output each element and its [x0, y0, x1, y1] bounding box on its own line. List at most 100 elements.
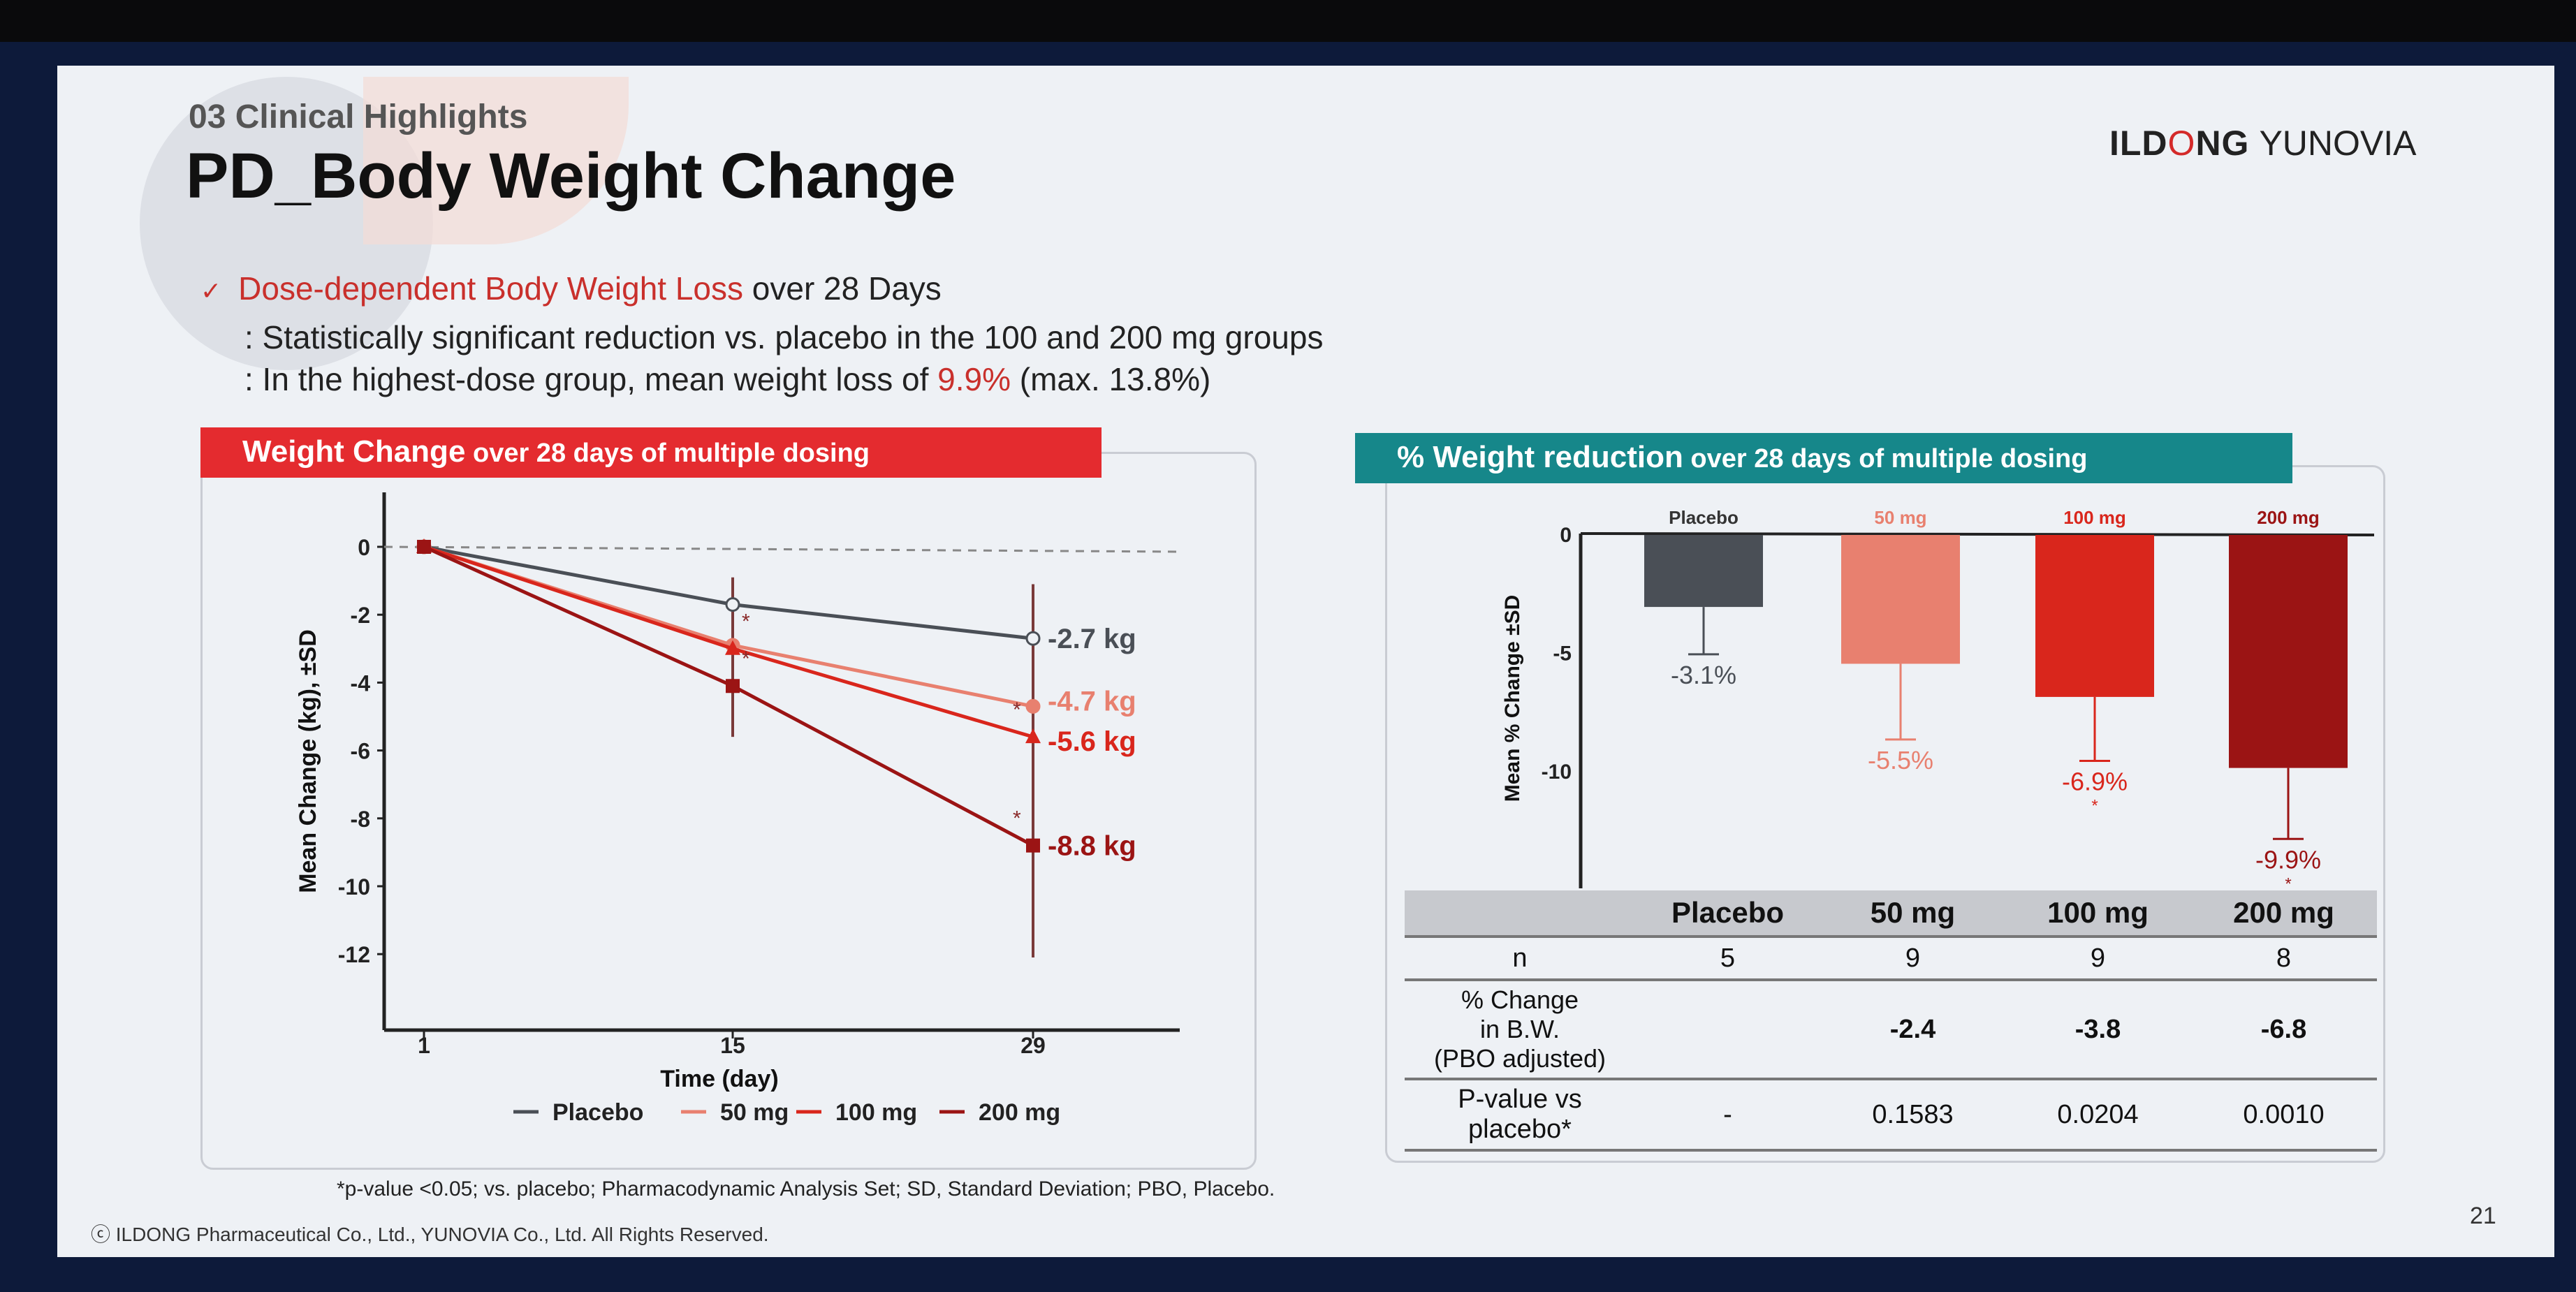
- category-label: 200 mg: [2257, 507, 2320, 528]
- significance-mark: *: [1013, 807, 1021, 830]
- significance-mark: *: [742, 647, 750, 670]
- legend-label: 200 mg: [979, 1099, 1060, 1126]
- banner-subtitle: over 28 days of multiple dosing: [1683, 444, 2088, 474]
- x-tick-label: 15: [720, 1033, 745, 1058]
- table-cell: 8: [2276, 943, 2292, 973]
- y-tick-label: -2: [351, 603, 370, 628]
- table-cell: 9: [1905, 943, 1921, 973]
- y-tick-label: -12: [338, 942, 370, 967]
- legend-label: 50 mg: [720, 1099, 789, 1126]
- table-row: % Change in B.W. (PBO adjusted) -2.4 -3.…: [1405, 981, 2377, 1080]
- data-point: [1025, 631, 1041, 646]
- data-point: [1025, 728, 1041, 744]
- end-value-label: -5.6 kg: [1048, 726, 1136, 757]
- row-label: % Change in B.W. (PBO adjusted): [1433, 985, 1607, 1073]
- footnote: *p-value <0.05; vs. placebo; Pharmacodyn…: [337, 1177, 1275, 1201]
- bullet-sub-1: : Statistically significant reduction vs…: [244, 319, 1324, 355]
- bullet-text: over 28 Days: [743, 270, 942, 307]
- zero-reference-line: [383, 545, 1180, 553]
- table-cell: -: [1723, 1099, 1732, 1129]
- category-label: Placebo: [1669, 507, 1739, 528]
- right-chart-banner: % Weight reduction over 28 days of multi…: [1355, 433, 2292, 483]
- end-value-label: -8.8 kg: [1048, 831, 1136, 862]
- x-tick-label: 1: [418, 1033, 430, 1058]
- y-axis-title: Mean % Change ±SD: [1501, 595, 1524, 802]
- table-header: 50 mg: [1870, 896, 1956, 929]
- data-point: [726, 679, 740, 693]
- banner-title: Weight Change: [242, 434, 466, 469]
- bar-value-label: -5.5%: [1868, 746, 1933, 775]
- bar-50-mg: [1841, 535, 1960, 664]
- table-cell: -3.8: [2074, 1014, 2121, 1044]
- data-point: [417, 540, 431, 554]
- data-point: [725, 640, 740, 655]
- table-cell: 0.1583: [1872, 1099, 1954, 1129]
- y-tick-label: -10: [1542, 761, 1572, 784]
- bar-value-label: -9.9%: [2255, 845, 2321, 874]
- bar-200-mg: [2229, 535, 2348, 768]
- section-label: 03 Clinical Highlights: [189, 98, 528, 135]
- legend-label: 100 mg: [835, 1099, 917, 1126]
- bullet-highlight: 9.9%: [937, 361, 1011, 397]
- row-label: n: [1512, 943, 1528, 973]
- results-table: Placebo 50 mg 100 mg 200 mg n 5 9 9 8 % …: [1405, 890, 2377, 1152]
- significance-mark: *: [2285, 874, 2291, 893]
- end-value-label: -2.7 kg: [1048, 624, 1136, 654]
- legend-label: Placebo: [552, 1099, 643, 1126]
- page-number: 21: [2470, 1203, 2496, 1229]
- y-tick-label: -5: [1553, 643, 1572, 666]
- bullet-main: ✓ Dose-dependent Body Weight Loss over 28…: [200, 270, 942, 307]
- category-label: 100 mg: [2063, 507, 2126, 528]
- bullet-sub-2: : In the highest-dose group, mean weight…: [244, 360, 1210, 398]
- bar-placebo: [1644, 535, 1763, 608]
- y-tick-label: 0: [1560, 524, 1572, 547]
- company-logo: ILDONG YUNOVIA: [2109, 124, 2417, 163]
- x-axis-title: Time (day): [660, 1066, 778, 1092]
- y-tick-label: 0: [358, 535, 370, 560]
- significance-mark: *: [1013, 698, 1021, 721]
- y-tick-label: -6: [351, 739, 370, 764]
- significance-mark: *: [742, 610, 750, 633]
- series-line-placebo: [423, 545, 1034, 640]
- banner-subtitle: over 28 days of multiple dosing: [465, 439, 870, 468]
- bar-value-label: -3.1%: [1671, 661, 1736, 689]
- table-header: 200 mg: [2233, 896, 2334, 929]
- table-header: 100 mg: [2047, 896, 2149, 929]
- screen-top-band: [0, 0, 2576, 42]
- row-label: P-value vs placebo*: [1458, 1085, 1582, 1144]
- table-cell: 9: [2090, 943, 2106, 973]
- significance-mark: *: [2091, 796, 2098, 815]
- copyright: ⓒ ILDONG Pharmaceutical Co., Ltd., YUNOV…: [91, 1224, 769, 1245]
- bar-value-label: -6.9%: [2062, 767, 2128, 795]
- table-cell: 5: [1720, 943, 1736, 973]
- data-point: [725, 597, 740, 612]
- y-tick-label: -10: [338, 874, 370, 900]
- bullet-highlight: Dose-dependent Body Weight Loss: [238, 270, 744, 307]
- table-cell: -2.4: [1889, 1014, 1936, 1044]
- bar-100-mg: [2035, 535, 2154, 697]
- series-line-200-mg: [423, 545, 1034, 847]
- table-row: n 5 9 9 8: [1405, 938, 2377, 981]
- banner-title: % Weight reduction: [1397, 440, 1683, 474]
- table-row: P-value vs placebo* - 0.1583 0.0204 0.00…: [1405, 1080, 2377, 1152]
- data-point: [1026, 838, 1040, 853]
- y-axis-title: Mean Change (kg), ±SD: [295, 629, 321, 893]
- y-tick-label: -8: [351, 807, 370, 832]
- zero-baseline: [1580, 532, 2375, 536]
- table-cell: 0.0204: [2057, 1099, 2139, 1129]
- page-title: PD_Body Weight Change: [186, 140, 956, 212]
- table-header-row: Placebo 50 mg 100 mg 200 mg: [1405, 890, 2377, 938]
- left-chart-banner: Weight Change over 28 days of multiple d…: [200, 427, 1102, 478]
- table-header: Placebo: [1671, 896, 1785, 929]
- x-tick-label: 29: [1020, 1033, 1046, 1058]
- table-cell: 0.0010: [2243, 1099, 2325, 1129]
- data-point: [1025, 698, 1041, 714]
- y-tick-label: -4: [351, 670, 371, 696]
- check-circle-icon: ✓: [200, 277, 222, 305]
- bullet-text: (max. 13.8%): [1011, 361, 1211, 397]
- bullet-text: : In the highest-dose group, mean weight…: [244, 361, 938, 397]
- table-cell: -6.8: [2260, 1014, 2307, 1044]
- end-value-label: -4.7 kg: [1048, 686, 1136, 717]
- category-label: 50 mg: [1874, 507, 1926, 528]
